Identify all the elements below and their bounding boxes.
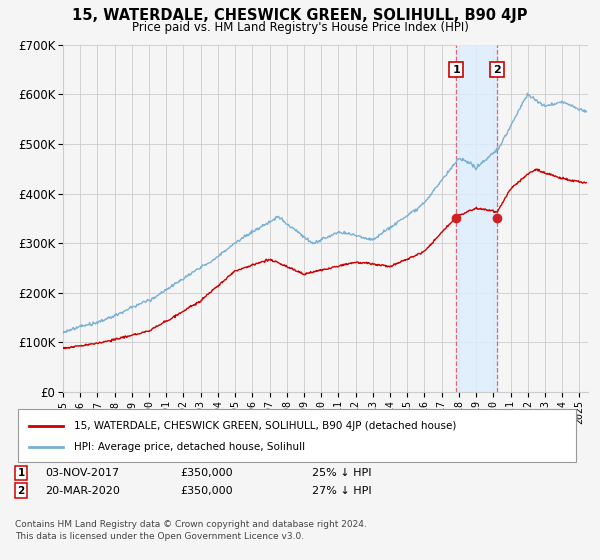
Text: 1: 1 [452,64,460,74]
Text: HPI: Average price, detached house, Solihull: HPI: Average price, detached house, Soli… [74,442,305,452]
Text: 25% ↓ HPI: 25% ↓ HPI [312,468,371,478]
Text: 15, WATERDALE, CHESWICK GREEN, SOLIHULL, B90 4JP (detached house): 15, WATERDALE, CHESWICK GREEN, SOLIHULL,… [74,421,456,431]
Text: £350,000: £350,000 [180,486,233,496]
FancyBboxPatch shape [18,409,576,462]
Text: Price paid vs. HM Land Registry's House Price Index (HPI): Price paid vs. HM Land Registry's House … [131,21,469,34]
Text: This data is licensed under the Open Government Licence v3.0.: This data is licensed under the Open Gov… [15,532,304,541]
Text: 2: 2 [493,64,501,74]
Text: 15, WATERDALE, CHESWICK GREEN, SOLIHULL, B90 4JP: 15, WATERDALE, CHESWICK GREEN, SOLIHULL,… [72,8,528,24]
Bar [456,45,497,392]
Text: 2: 2 [17,486,25,496]
Text: Contains HM Land Registry data © Crown copyright and database right 2024.: Contains HM Land Registry data © Crown c… [15,520,367,529]
Text: 1: 1 [17,468,25,478]
Text: 27% ↓ HPI: 27% ↓ HPI [312,486,371,496]
Text: 20-MAR-2020: 20-MAR-2020 [45,486,120,496]
Text: £350,000: £350,000 [180,468,233,478]
Text: 03-NOV-2017: 03-NOV-2017 [45,468,119,478]
